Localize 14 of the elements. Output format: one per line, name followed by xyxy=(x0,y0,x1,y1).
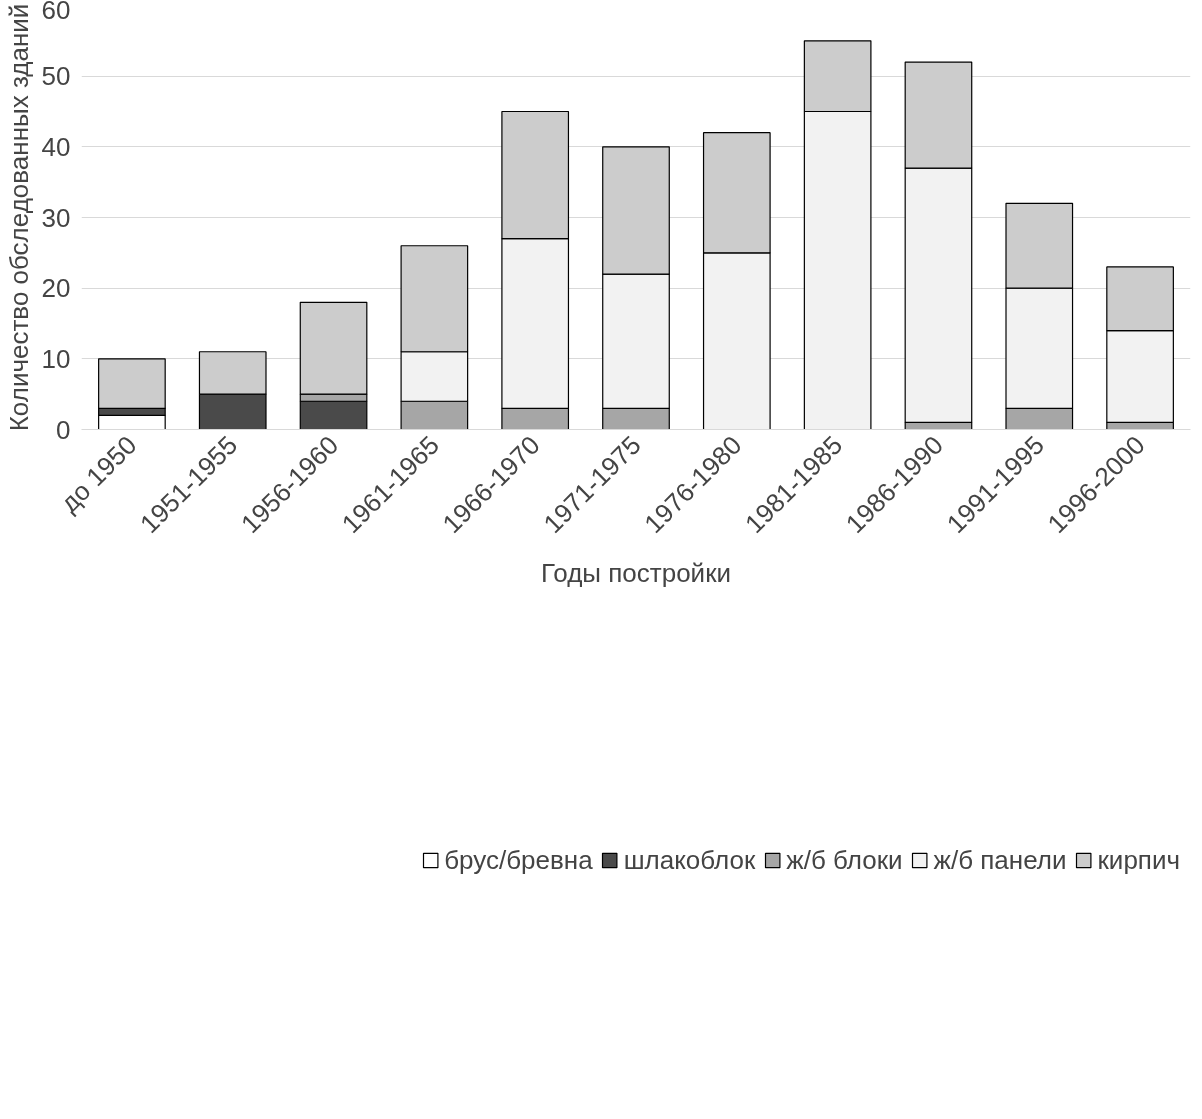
y-tick-label: 20 xyxy=(41,273,71,304)
legend-label: кирпич xyxy=(1097,844,1180,876)
legend-label: брус/бревна xyxy=(444,844,593,876)
y-tick-label: 0 xyxy=(56,414,71,445)
y-tick-label: 40 xyxy=(41,131,71,162)
y-tick-label: 30 xyxy=(41,202,71,233)
legend-label: шлакоблок xyxy=(623,844,756,876)
y-tick-label: 10 xyxy=(41,343,71,374)
legend-label: ж/б панели xyxy=(933,844,1067,876)
x-axis-title: Годы постройки xyxy=(540,557,732,588)
legend-label: ж/б блоки xyxy=(786,844,903,876)
y-tick-label: 60 xyxy=(41,0,71,25)
y-tick-label: 50 xyxy=(41,61,71,92)
y-axis-title: Количество обследованных зданий xyxy=(3,3,34,432)
